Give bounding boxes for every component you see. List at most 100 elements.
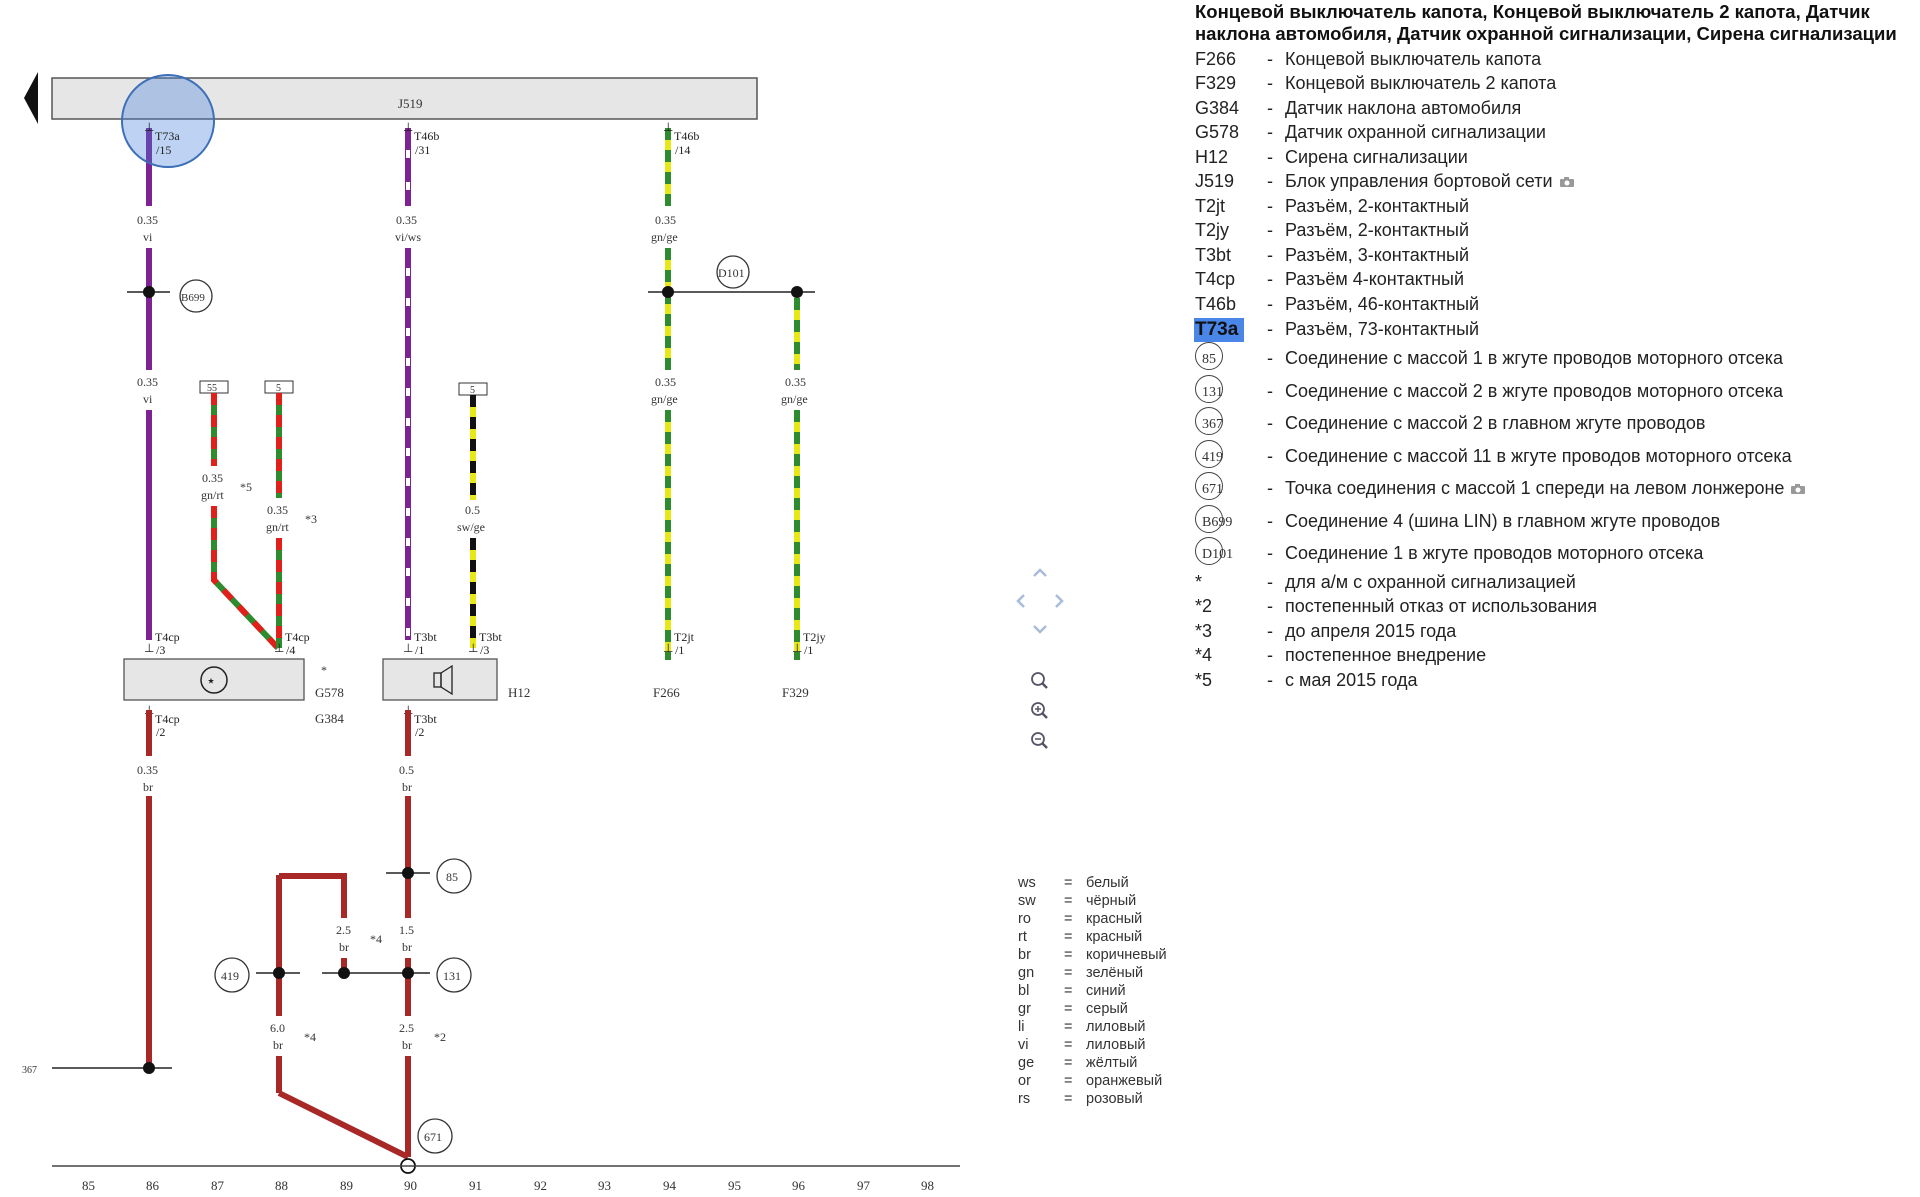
zoom-fit-icon[interactable] bbox=[1031, 672, 1048, 689]
pan-up-icon[interactable] bbox=[1033, 568, 1047, 577]
node-131[interactable] bbox=[436, 957, 472, 993]
camera-icon[interactable] bbox=[1790, 483, 1806, 495]
legend-dash: - bbox=[1267, 478, 1273, 499]
legend-item-t73a[interactable]: T73a - Разъём, 73-контактный bbox=[1194, 317, 1915, 343]
pan-left-icon[interactable] bbox=[1016, 594, 1025, 608]
grid-number: 87 bbox=[211, 1178, 225, 1193]
node-85[interactable] bbox=[436, 858, 472, 894]
legend-ground-367[interactable]: 367 - Соединение с массой 2 в главном жгут… bbox=[1195, 407, 1915, 441]
zoom-out-icon[interactable] bbox=[1031, 732, 1048, 749]
legend-item-t2jt[interactable]: T2jt - Разъём, 2-контактный bbox=[1195, 194, 1915, 219]
legend-item-t2jy[interactable]: T2jy - Разъём, 2-контактный bbox=[1195, 219, 1915, 244]
ground-code: B699 bbox=[1202, 514, 1233, 530]
legend-item-t46b[interactable]: T46b - Разъём, 46-контактный bbox=[1195, 292, 1915, 317]
legend-note-2[interactable]: *2 - постепенный отказ от использования bbox=[1195, 595, 1915, 620]
wire-br-column-88[interactable] bbox=[276, 1056, 410, 1160]
color-code: br bbox=[1018, 947, 1031, 963]
legend-note-5[interactable]: *5 - с мая 2015 года bbox=[1195, 668, 1915, 693]
legend-code: *2 bbox=[1195, 596, 1213, 617]
color-row: ge = жёлтый bbox=[1018, 1054, 1167, 1072]
legend-desc: Соединение с массой 11 в жгуте проводов … bbox=[1285, 445, 1792, 466]
camera-icon[interactable] bbox=[1559, 176, 1575, 188]
legend-note-3[interactable]: *3 - до апреля 2015 года bbox=[1195, 619, 1915, 644]
t46b-pin-31: /31 bbox=[415, 143, 430, 157]
color-eq: = bbox=[1064, 1091, 1073, 1107]
b699-junction-dot[interactable] bbox=[143, 286, 155, 298]
color-name: оранжевый bbox=[1086, 1073, 1163, 1089]
d101-junction-dot-left[interactable] bbox=[662, 286, 674, 298]
note-2: *2 bbox=[434, 1030, 446, 1044]
ground-419-dot[interactable] bbox=[273, 967, 285, 979]
ground-89-dot[interactable] bbox=[338, 967, 350, 979]
legend-ground-671[interactable]: 671 - Точка соединения с массой 1 спереди … bbox=[1195, 472, 1915, 506]
pin-arrow-icon: ⊥ bbox=[403, 120, 413, 134]
ground-85-dot[interactable] bbox=[402, 867, 414, 879]
color-row: bl = синий bbox=[1018, 982, 1167, 1000]
d101-junction-dot-right[interactable] bbox=[791, 286, 803, 298]
legend-item-j519[interactable]: J519 - Блок управления бортовой сети bbox=[1195, 170, 1915, 195]
legend-ground-d101[interactable]: D101 - Соединение 1 в жгуте проводов мотор… bbox=[1195, 537, 1915, 571]
color-code: gr bbox=[1018, 1001, 1031, 1017]
node-671[interactable] bbox=[417, 1118, 453, 1154]
legend-item-h12[interactable]: H12 - Сирена сигнализации bbox=[1195, 145, 1915, 170]
wire-7-color: gn/rt bbox=[201, 488, 224, 502]
legend-item-t4cp[interactable]: T4cp - Разъём 4-контактный bbox=[1195, 268, 1915, 293]
grid-number: 92 bbox=[534, 1178, 547, 1193]
node-419-label: 419 bbox=[221, 969, 239, 983]
ground-131-dot[interactable] bbox=[402, 967, 414, 979]
legend-ground-131[interactable]: 131 - Соединение с массой 2 в жгуте провод… bbox=[1195, 374, 1915, 408]
legend-dash: - bbox=[1267, 645, 1273, 666]
note-star: * bbox=[321, 663, 327, 677]
wire-14-color: br bbox=[402, 1038, 412, 1052]
t73a-highlight-circle[interactable] bbox=[121, 74, 215, 168]
h12-component[interactable] bbox=[382, 658, 498, 701]
legend-note-star[interactable]: * - для а/м с охранной сигнализацией bbox=[1195, 570, 1915, 595]
legend-dash: - bbox=[1267, 73, 1273, 94]
color-code: ws bbox=[1018, 875, 1036, 891]
legend-desc: Разъём, 46-контактный bbox=[1285, 293, 1480, 314]
legend-code: T46b bbox=[1195, 293, 1237, 314]
legend-desc: Разъём, 2-контактный bbox=[1285, 220, 1470, 241]
wire-gn-rt-left[interactable] bbox=[211, 393, 281, 651]
color-eq: = bbox=[1064, 947, 1073, 963]
ground-circle-icon: B699 bbox=[1195, 504, 1232, 533]
color-code: rt bbox=[1018, 929, 1027, 945]
legend-ground-85[interactable]: 85 - Соединение с массой 1 в жгуте проводо… bbox=[1195, 342, 1915, 376]
ground-367-dot[interactable] bbox=[143, 1062, 155, 1074]
zoom-in-icon[interactable] bbox=[1031, 702, 1048, 719]
legend-item-f266[interactable]: F266 - Концевой выключатель капота bbox=[1195, 47, 1915, 72]
legend-desc: Блок управления бортовой сети bbox=[1285, 171, 1553, 192]
t3bt-pin-3: /3 bbox=[480, 643, 489, 657]
b699-node[interactable] bbox=[179, 279, 213, 313]
wire-br-loop[interactable] bbox=[276, 873, 347, 1016]
grid-number: 88 bbox=[275, 1178, 288, 1193]
legend-ground-b699[interactable]: B699 - Соединение 4 (шина LIN) в главном ж… bbox=[1195, 504, 1915, 538]
legend-item-t3bt[interactable]: T3bt - Разъём, 3-контактный bbox=[1195, 243, 1915, 268]
t2jy-pin: /1 bbox=[804, 643, 813, 657]
pan-down-icon[interactable] bbox=[1033, 625, 1047, 634]
pan-right-icon[interactable] bbox=[1055, 594, 1064, 608]
t3bt-pin-1: /1 bbox=[415, 643, 424, 657]
legend-code: *4 bbox=[1195, 645, 1213, 666]
legend-code: 131 bbox=[1195, 374, 1267, 408]
wire-15-size: 6.0 bbox=[270, 1021, 285, 1035]
color-name: белый bbox=[1086, 875, 1129, 891]
legend-ground-419[interactable]: 419 - Соединение с массой 11 в жгуте прово… bbox=[1195, 439, 1915, 473]
node-367-label: 367 bbox=[22, 1065, 37, 1076]
legend-dash: - bbox=[1267, 122, 1273, 143]
grid-numbers: 85 86 87 88 89 90 91 92 93 94 95 96 97 9… bbox=[82, 1178, 934, 1193]
wire-8-size: 0.35 bbox=[267, 503, 288, 517]
scroll-left-arrow[interactable] bbox=[24, 72, 38, 124]
legend-note-4[interactable]: *4 - постепенное внедрение bbox=[1195, 644, 1915, 669]
legend-item-g578[interactable]: G578 - Датчик охранной сигнализации bbox=[1195, 121, 1915, 146]
color-code: or bbox=[1018, 1073, 1031, 1089]
wire-12-size: 1.5 bbox=[399, 923, 414, 937]
color-name: чёрный bbox=[1086, 893, 1137, 909]
j519-module-bar[interactable] bbox=[51, 77, 758, 120]
legend-desc: Концевой выключатель 2 капота bbox=[1285, 73, 1557, 94]
node-419[interactable] bbox=[214, 957, 250, 993]
legend-desc: для а/м с охранной сигнализацией bbox=[1285, 571, 1576, 592]
legend-item-f329[interactable]: F329 - Концевой выключатель 2 капота bbox=[1195, 72, 1915, 97]
legend-item-g384[interactable]: G384 - Датчик наклона автомобиля bbox=[1195, 96, 1915, 121]
d101-node[interactable] bbox=[716, 255, 750, 289]
